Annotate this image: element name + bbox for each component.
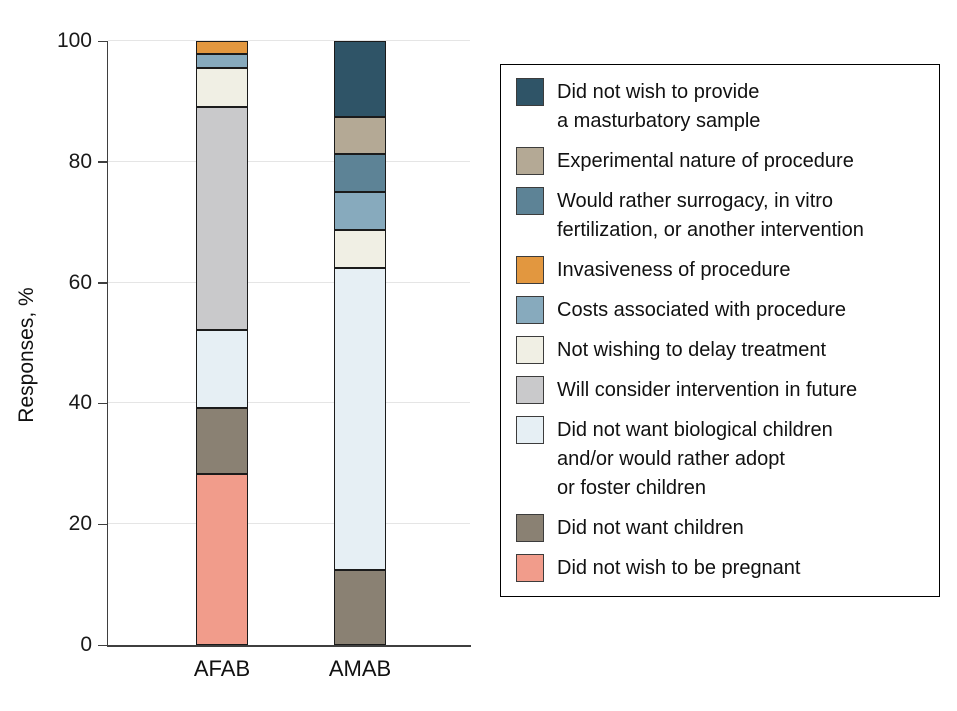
legend-swatch	[516, 416, 544, 444]
y-axis-line	[106, 41, 108, 646]
y-tick-label-60: 60	[68, 270, 92, 294]
y-tick-40	[98, 402, 108, 405]
y-tick-label-20: 20	[68, 512, 92, 536]
legend-swatch	[516, 514, 544, 542]
legend-item-label: Invasiveness of procedure	[557, 259, 791, 281]
legend-item: Did not want children	[516, 514, 924, 543]
bar-segment	[334, 41, 386, 117]
legend-item: Did not wish to be pregnant	[516, 554, 924, 583]
legend-swatch	[516, 256, 544, 284]
legend-item-label: Did not wish to provide a masturbatory s…	[557, 81, 761, 132]
y-tick-0	[98, 644, 108, 646]
bar-segment	[196, 67, 248, 107]
gridline-20	[108, 523, 470, 525]
bar-segment	[196, 408, 248, 475]
y-tick-80	[98, 161, 108, 163]
legend-item: Did not wish to provide a masturbatory s…	[516, 78, 924, 136]
y-tick-20	[98, 523, 108, 526]
bar-amab	[334, 41, 386, 645]
bar-segment	[334, 229, 386, 268]
legend-item-label: Experimental nature of procedure	[557, 150, 854, 172]
gridline-80	[108, 160, 470, 162]
legend-item: Experimental nature of procedure	[516, 147, 924, 176]
y-tick-label-0: 0	[80, 633, 92, 656]
bar-segment	[334, 569, 386, 645]
legend-item-label: Did not want children	[557, 517, 744, 539]
gridline-100	[108, 40, 470, 41]
legend-item-label: Would rather surrogacy, in vitro fertili…	[557, 190, 864, 241]
legend-item: Did not want biological children and/or …	[516, 416, 924, 503]
y-tick-label-80: 80	[68, 149, 92, 173]
bar-segment	[196, 474, 248, 645]
bar-segment	[334, 267, 386, 570]
bar-segment	[196, 54, 248, 68]
bar-segment	[334, 154, 386, 192]
y-tick-60	[98, 282, 108, 284]
legend-swatch	[516, 296, 544, 324]
y-tick-100	[98, 40, 108, 42]
legend-swatch	[516, 78, 544, 106]
legend-swatch	[516, 376, 544, 404]
y-tick-label-100: 100	[56, 29, 92, 52]
legend-item-label: Costs associated with procedure	[557, 299, 847, 321]
legend-item: Invasiveness of procedure	[516, 256, 924, 285]
legend-item: Costs associated with procedure	[516, 296, 924, 325]
legend-item-label: Did not wish to be pregnant	[557, 557, 801, 579]
chart-legend: Did not wish to provide a masturbatory s…	[500, 64, 940, 597]
legend-item-label: Not wishing to delay treatment	[557, 339, 827, 361]
y-tick-label-40: 40	[68, 391, 92, 415]
bar-segment	[334, 116, 386, 155]
bar-segment	[196, 106, 248, 330]
legend-swatch	[516, 187, 544, 215]
legend-item: Would rather surrogacy, in vitro fertili…	[516, 187, 924, 245]
legend-item: Will consider intervention in future	[516, 376, 924, 405]
legend-item-label: Will consider intervention in future	[557, 379, 858, 401]
gridline-40	[108, 402, 470, 404]
x-axis-line	[106, 645, 471, 647]
bar-afab	[196, 41, 248, 645]
bar-segment	[196, 329, 248, 409]
legend-swatch	[516, 554, 544, 582]
legend-item: Not wishing to delay treatment	[516, 336, 924, 365]
x-axis-label-afab: AFAB	[193, 656, 251, 681]
legend-item-label: Did not want biological children and/or …	[557, 419, 833, 499]
bar-segment	[196, 41, 248, 55]
x-axis-label-amab: AMAB	[328, 656, 392, 681]
plot-area: 0 20 40 60 80 100 AFAB AMAB	[57, 29, 470, 681]
legend-swatch	[516, 147, 544, 175]
bar-segment	[334, 192, 386, 230]
legend-swatch	[516, 336, 544, 364]
gridline-60	[108, 281, 470, 283]
